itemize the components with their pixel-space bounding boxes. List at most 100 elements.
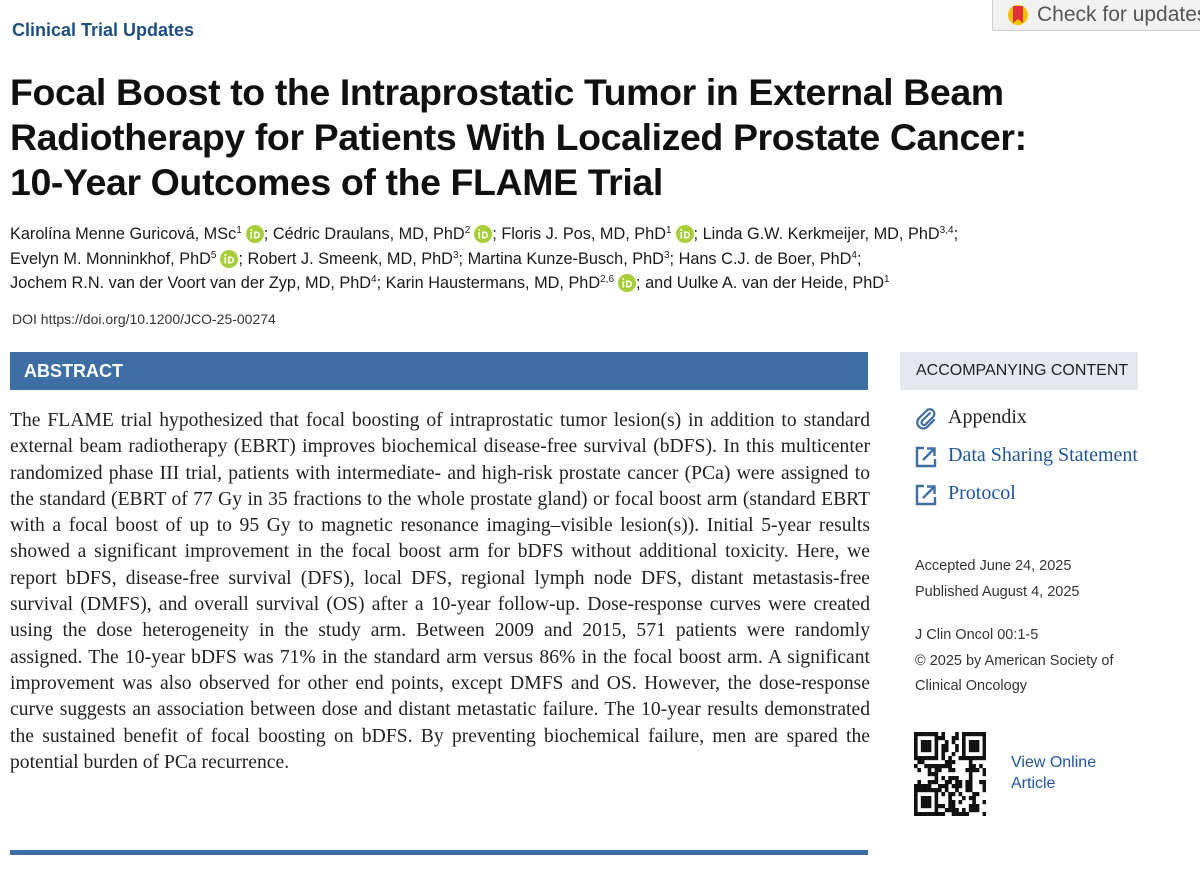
qr-cell xyxy=(955,808,959,813)
author: Robert J. Smeenk, MD, PhD3; xyxy=(248,250,468,268)
qr-cell xyxy=(941,776,946,781)
sidebar-link-label[interactable]: Protocol xyxy=(948,482,1016,504)
qr-cell xyxy=(958,812,963,816)
sidebar-link-label[interactable]: Appendix xyxy=(948,406,1027,428)
qr-cell xyxy=(962,732,966,737)
qr-cell xyxy=(982,788,986,793)
qr-cell xyxy=(958,792,963,797)
author-separator: ; xyxy=(458,249,464,268)
view-online-link[interactable]: View Online Article xyxy=(1011,754,1097,792)
qr-cell xyxy=(914,732,918,737)
qr-cell xyxy=(934,780,939,785)
author-list: Karolína Menne Guricová, MSc1; Cédric Dr… xyxy=(10,222,958,296)
qr-cell xyxy=(965,784,970,789)
qr-cell xyxy=(968,740,973,745)
qr-cell xyxy=(914,800,918,805)
orcid-icon[interactable] xyxy=(474,225,493,243)
qr-cell xyxy=(914,744,918,749)
author-affiliation: 2 xyxy=(464,225,471,236)
qr-cell xyxy=(920,796,925,801)
qr-cell xyxy=(982,748,986,753)
qr-cell xyxy=(931,788,935,793)
author-name: Robert J. Smeenk, MD, PhD xyxy=(247,249,453,268)
qr-cell xyxy=(982,756,986,761)
qr-cell xyxy=(948,800,952,805)
qr-cell xyxy=(955,780,959,785)
orcid-d xyxy=(228,256,235,263)
qr-cell xyxy=(972,792,976,797)
sidebar-links: Appendix Data Sharing Statement Protocol xyxy=(914,407,1144,521)
qr-cell xyxy=(948,760,952,765)
qr-cell xyxy=(955,812,959,816)
qr-cell xyxy=(968,776,973,781)
qr-cell xyxy=(924,740,928,745)
author-line: Jochem R.N. van der Voort van der Zyp, M… xyxy=(10,271,958,296)
qr-cell xyxy=(944,744,949,749)
author-line: Evelyn M. Monninkhof, PhD5; Robert J. Sm… xyxy=(10,247,958,272)
qr-cell xyxy=(962,756,966,761)
qr-cell xyxy=(955,744,959,749)
qr-code[interactable] xyxy=(914,732,986,816)
check-updates-badge[interactable]: Check for updates xyxy=(992,0,1200,31)
qr-cell xyxy=(927,740,932,745)
qr-cell xyxy=(920,744,925,749)
qr-cell xyxy=(955,776,959,781)
qr-cell xyxy=(920,812,925,816)
accepted-date: Accepted June 24, 2025 xyxy=(915,558,1072,574)
qr-cell xyxy=(934,736,939,741)
sidebar-link[interactable]: Appendix xyxy=(914,407,1144,431)
qr-cell xyxy=(972,764,976,769)
orcid-dot xyxy=(679,229,682,231)
sidebar-link[interactable]: Protocol xyxy=(914,483,1144,507)
qr-cell xyxy=(962,744,966,749)
qr-cell xyxy=(968,796,973,801)
sidebar-link[interactable]: Data Sharing Statement xyxy=(914,445,1144,469)
orcid-i xyxy=(622,281,625,288)
qr-cell xyxy=(924,788,928,793)
qr-cell xyxy=(917,788,922,793)
qr-cell xyxy=(941,784,946,789)
orcid-icon[interactable] xyxy=(220,249,239,268)
qr-cell xyxy=(914,752,918,757)
qr-cell xyxy=(914,748,918,753)
qr-cell xyxy=(927,764,932,769)
check-updates-text[interactable]: Check for updates xyxy=(1037,3,1200,26)
qr-cell xyxy=(914,788,918,793)
author-separator: ; xyxy=(238,249,243,268)
qr-cell xyxy=(972,768,976,773)
qr-cell xyxy=(968,764,973,769)
orcid-icon[interactable] xyxy=(675,225,694,243)
qr-cell xyxy=(914,796,918,801)
qr-cell xyxy=(920,788,925,793)
qr-cell xyxy=(972,804,976,809)
orcid-icon[interactable] xyxy=(245,225,264,243)
qr-cell xyxy=(975,804,980,809)
qr-cell xyxy=(941,748,946,753)
qr-cell xyxy=(962,740,966,745)
orcid-dot xyxy=(622,278,625,280)
qr-cell xyxy=(920,748,925,753)
bottom-rule xyxy=(10,850,868,855)
author-separator: ; xyxy=(492,225,497,243)
qr-cell xyxy=(972,756,976,761)
qr-cell xyxy=(927,780,932,785)
author-name: Floris J. Pos, MD, PhD xyxy=(501,225,666,243)
qr-cell xyxy=(955,732,959,737)
qr-cell xyxy=(934,812,939,816)
sidebar-link-label[interactable]: Data Sharing Statement xyxy=(948,444,1138,466)
qr-cell xyxy=(975,748,980,753)
published-date: Published August 4, 2025 xyxy=(915,583,1080,600)
qr-cell xyxy=(934,772,939,777)
orcid-icon[interactable] xyxy=(618,274,637,292)
qr-cell xyxy=(955,748,959,753)
external-icon xyxy=(915,484,937,506)
qr-cell xyxy=(944,780,949,785)
qr-cell xyxy=(944,788,949,793)
author-separator: ; xyxy=(636,274,641,292)
doi-url[interactable]: https://doi.org/10.1200/JCO-25-00274 xyxy=(40,311,276,327)
author-name: Karin Haustermans, MD, PhD xyxy=(385,274,601,292)
qr-cell xyxy=(982,752,986,757)
author-separator: ; xyxy=(856,249,862,268)
